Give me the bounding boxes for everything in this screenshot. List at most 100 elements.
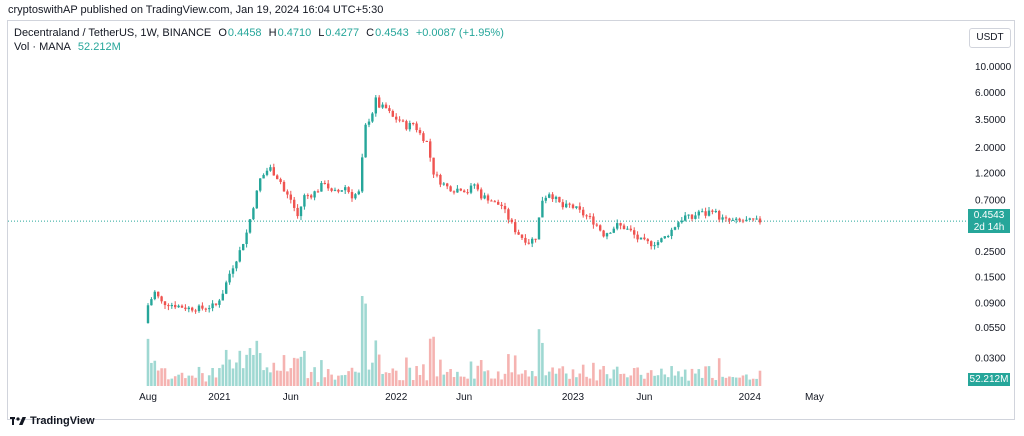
volume-bar [371, 362, 374, 386]
candle-body [748, 218, 751, 220]
candle-body [248, 219, 252, 233]
candle-body [225, 282, 228, 294]
symbol-title[interactable]: Decentraland / TetherUS, 1W, BINANCE [14, 27, 212, 39]
candle-body [350, 192, 354, 199]
volume-bar [296, 358, 299, 386]
volume-bar [490, 378, 493, 386]
candle-body [650, 241, 653, 247]
volume-bar [479, 360, 483, 386]
candle-body [524, 237, 527, 243]
volume-bar [269, 372, 272, 386]
candle-body [201, 305, 204, 309]
volume-bar [418, 374, 422, 386]
candle-body [605, 233, 609, 237]
volume-bar [721, 376, 724, 386]
candle-body [493, 201, 496, 203]
volume-bar [687, 380, 690, 386]
candle-body [170, 304, 173, 307]
candle-body [384, 104, 388, 109]
candle-body [208, 308, 211, 310]
volume-label[interactable]: Vol · MANA [14, 41, 71, 53]
volume-bar [286, 371, 289, 386]
volume-bar [184, 378, 187, 386]
ohlc-legend: Decentraland / TetherUS, 1W, BINANCE O0.… [14, 27, 508, 39]
candle-body [490, 200, 493, 202]
volume-bar [405, 357, 408, 386]
volume-bar [592, 362, 595, 386]
candle-body [585, 215, 588, 217]
volume-bar [330, 374, 333, 386]
candle-body [340, 190, 343, 192]
volume-bar [711, 377, 714, 386]
volume-bar [228, 359, 231, 386]
x-tick-label: 2023 [562, 392, 585, 403]
volume-bar [153, 360, 157, 386]
volume-bar [180, 372, 184, 386]
time-axis: Aug 2021 Jun 2022 Jun 2023 Jun 2024 May [139, 392, 824, 403]
volume-bar [619, 373, 622, 386]
volume-bar [258, 353, 262, 386]
volume-bar [388, 372, 391, 386]
volume-bar [449, 369, 452, 386]
currency-button[interactable]: USDT [969, 28, 1011, 48]
candle-body [401, 120, 405, 122]
candle-body [388, 108, 391, 111]
candle-body [391, 110, 394, 117]
candle-body [197, 305, 201, 312]
x-tick-label: 2022 [385, 392, 408, 403]
candle-body [333, 189, 337, 191]
volume-bar [357, 372, 361, 386]
volume-bar [615, 366, 619, 386]
volume-bar [595, 380, 599, 386]
y-tick-label: 0.2500 [975, 247, 1006, 258]
candle-body [646, 239, 649, 242]
volume-bar [333, 379, 337, 386]
volume-bars [146, 296, 762, 386]
volume-bar [255, 340, 259, 386]
candle-body [272, 167, 275, 176]
volume-bar [289, 368, 293, 386]
volume-bar [513, 355, 517, 386]
tradingview-mark-icon [10, 417, 26, 425]
low-label: L [318, 27, 325, 39]
volume-bar [547, 371, 551, 386]
volume-bar [598, 369, 602, 386]
candle-body [191, 307, 194, 311]
candle-body [531, 238, 534, 244]
candle-body [398, 119, 401, 121]
volume-bar [717, 358, 721, 386]
candle-body [483, 195, 486, 199]
volume-bar [649, 370, 653, 386]
candle-body [289, 194, 292, 200]
candle-body [255, 190, 258, 209]
volume-bar [520, 373, 524, 386]
volume-bar [653, 375, 656, 386]
candle-body [517, 232, 520, 235]
candle-body [561, 202, 564, 208]
candle-body [622, 225, 626, 230]
tradingview-logo[interactable]: TradingView [10, 415, 95, 427]
candle-body [296, 207, 299, 217]
candle-body [476, 184, 479, 190]
volume-bar [238, 350, 242, 386]
volume-bar [554, 373, 558, 386]
open-label: O [218, 27, 227, 39]
volume-bar [241, 368, 245, 386]
volume-bar [745, 374, 748, 386]
candle-body [432, 157, 435, 175]
volume-bar [609, 378, 612, 386]
candle-body [323, 182, 326, 184]
candle-body [575, 206, 578, 208]
volume-bar [435, 376, 439, 386]
candle-body [184, 307, 187, 310]
candle-body [500, 204, 503, 207]
candle-body [663, 236, 666, 239]
candle-body [469, 185, 473, 193]
candle-body [150, 299, 153, 306]
candle-body [163, 301, 167, 306]
candle-body [520, 234, 524, 238]
volume-bar [585, 376, 588, 386]
candle-body [452, 191, 456, 193]
volume-bar [360, 296, 364, 386]
